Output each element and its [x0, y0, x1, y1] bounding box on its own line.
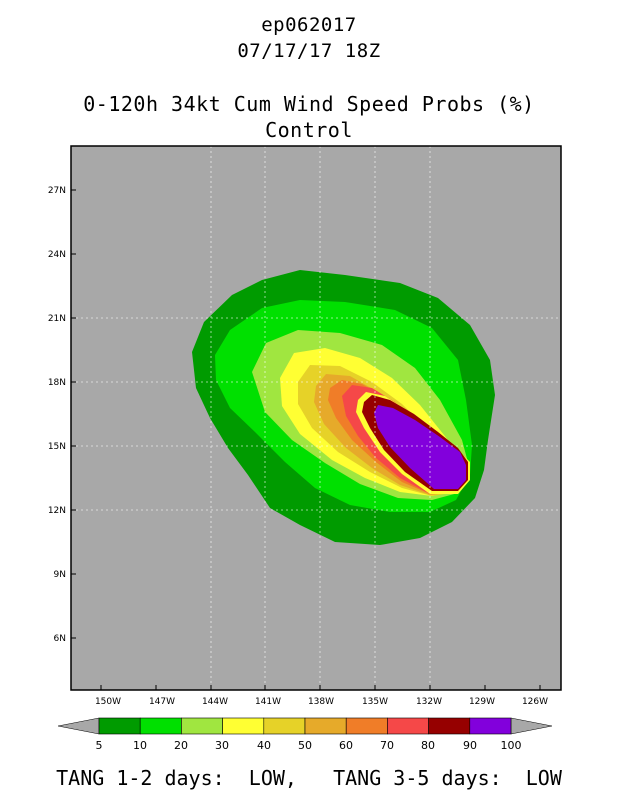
colorbar-label: 40 — [257, 739, 271, 752]
lat-label: 27N — [48, 186, 66, 196]
lat-label: 6N — [54, 634, 66, 644]
lon-labels: 150W 147W 144W 141W 138W 135W 132W 129W … — [95, 697, 548, 707]
product-title: 0-120h 34kt Cum Wind Speed Probs (%) — [83, 92, 535, 116]
lon-label: 144W — [202, 697, 228, 707]
colorbar-swatch — [181, 717, 223, 735]
colorbar-label: 60 — [339, 739, 353, 752]
lon-label: 126W — [522, 697, 548, 707]
axis-ticks — [71, 189, 541, 690]
colorbar-swatch — [304, 717, 347, 735]
storm-id-title: ep062017 — [261, 14, 357, 36]
tang-long-value: LOW — [525, 766, 562, 790]
colorbar-swatch — [387, 717, 429, 735]
run-title: Control — [265, 118, 353, 142]
colorbar-label: 50 — [298, 739, 312, 752]
colorbar-label: 80 — [421, 739, 435, 752]
lat-label: 18N — [48, 378, 66, 388]
colorbar-right-arrow — [510, 717, 553, 735]
lat-labels: 27N 24N 21N 18N 15N 12N 9N 6N — [48, 186, 66, 644]
colorbar-label: 5 — [96, 739, 103, 752]
colorbar-swatch — [469, 717, 512, 735]
lat-label: 12N — [48, 506, 66, 516]
colorbar-label: 10 — [133, 739, 147, 752]
colorbar-label: 100 — [501, 739, 522, 752]
lat-label: 15N — [48, 442, 66, 452]
lat-label: 9N — [54, 570, 66, 580]
colorbar-swatch — [428, 717, 471, 735]
colorbar-swatch — [98, 717, 141, 735]
lat-label: 24N — [48, 250, 66, 260]
colorbar: 5 10 20 30 40 50 60 70 80 90 100 — [57, 717, 553, 752]
datetime-title: 07/17/17 18Z — [237, 40, 381, 62]
colorbar-label: 20 — [174, 739, 188, 752]
lat-label: 21N — [48, 314, 66, 324]
lon-label: 138W — [308, 697, 334, 707]
lon-label: 132W — [416, 697, 442, 707]
colorbar-label: 70 — [380, 739, 394, 752]
colorbar-label: 30 — [215, 739, 229, 752]
tang-long-label: TANG 3-5 days: — [333, 766, 502, 790]
probability-contours — [192, 270, 495, 545]
lon-label: 129W — [469, 697, 495, 707]
colorbar-label: 90 — [463, 739, 477, 752]
lat-lon-grid — [71, 146, 561, 690]
tang-short-label: TANG 1-2 days: — [56, 766, 225, 790]
colorbar-swatch — [263, 717, 306, 735]
lon-label: 147W — [149, 697, 175, 707]
colorbar-swatch — [222, 717, 265, 735]
tang-footer: TANG 1-2 days: LOW, TANG 3-5 days: LOW — [0, 766, 618, 790]
lon-label: 141W — [255, 697, 281, 707]
colorbar-swatch — [345, 717, 388, 735]
map-frame — [70, 145, 562, 691]
lon-label: 135W — [362, 697, 388, 707]
colorbar-swatch — [139, 717, 182, 735]
tang-short-value: LOW, — [248, 766, 297, 790]
lon-label: 150W — [95, 697, 121, 707]
contour-100 — [374, 405, 466, 489]
colorbar-left-arrow — [57, 717, 100, 735]
